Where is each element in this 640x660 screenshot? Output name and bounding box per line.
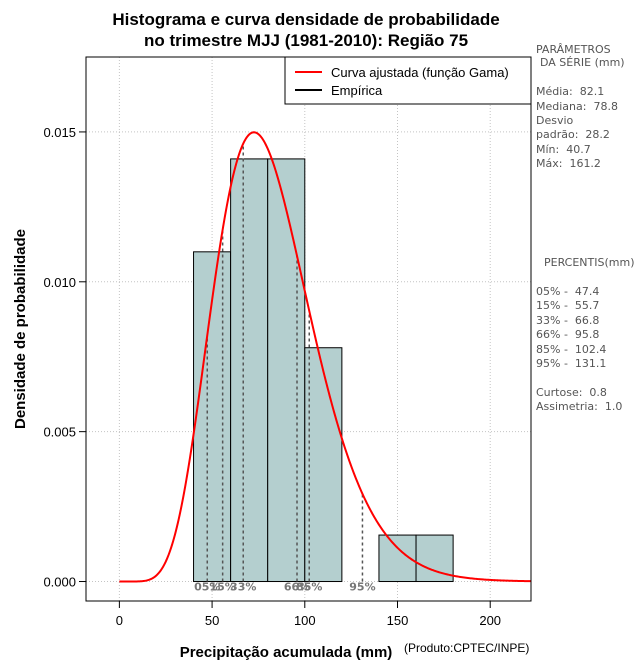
percentile-15: 15% - 55.7 — [536, 299, 600, 312]
legend-label-fit: Curva ajustada (função Gama) — [331, 65, 509, 80]
legend-label-empirical: Empírica — [331, 83, 383, 98]
stat-kurtosis: Curtose: 0.8 — [536, 386, 607, 399]
histogram-bar-1 — [230, 158, 269, 583]
y-tick-label-1: 0.005 — [43, 425, 76, 440]
gamma-fit-curve — [119, 131, 532, 583]
percentile-lines-layer: 05%15%33% 66%85% 95% — [194, 143, 376, 594]
percentile-label-33%: 33% — [230, 581, 256, 594]
params-subheader: DA SÉRIE (mm) — [540, 56, 625, 69]
percentile-85: 85% - 102.4 — [536, 343, 607, 356]
stat-skewness: Assimetria: 1.0 — [536, 400, 623, 413]
x-tick-label-4: 200 — [479, 613, 501, 628]
param-median: Mediana: 78.8 — [536, 100, 618, 113]
histogram-bar-6 — [415, 534, 454, 583]
legend: Curva ajustada (função Gama) Empírica — [284, 56, 532, 105]
percentile-66: 66% - 95.8 — [536, 328, 600, 341]
y-tick-label-0: 0.000 — [43, 575, 76, 590]
chart-title-line2: no trimestre MJJ (1981-2010): Região 75 — [144, 31, 468, 50]
x-tick-label-0: 0 — [116, 613, 123, 628]
y-axis-label: Densidade de probabilidade — [12, 229, 29, 429]
y-axis: 0.000 0.005 0.010 0.015 — [43, 125, 87, 590]
percentile-label-66%: 66% — [284, 581, 310, 594]
x-tick-label-2: 100 — [294, 613, 316, 628]
param-mean: Média: 82.1 — [536, 85, 605, 98]
param-max: Máx: 161.2 — [536, 157, 601, 170]
percentile-33: 33% - 66.8 — [536, 314, 600, 327]
curve-layer — [119, 131, 532, 583]
param-stddev-label: Desvio — [536, 114, 574, 127]
bars-layer — [193, 158, 454, 583]
param-min: Mín: 40.7 — [536, 143, 591, 156]
y-tick-label-3: 0.015 — [43, 125, 76, 140]
x-tick-label-3: 150 — [387, 613, 409, 628]
percentile-label-95%: 95% — [349, 581, 375, 594]
x-axis-label: Precipitação acumulada (mm) — [180, 644, 393, 660]
percentiles-header: PERCENTIS(mm) — [544, 256, 635, 269]
histogram-bar-2 — [267, 158, 306, 583]
chart-title-line1: Histograma e curva densidade de probabil… — [112, 10, 499, 29]
histogram-bar-3 — [304, 347, 343, 583]
x-axis: 0 50 100 150 200 — [116, 600, 501, 628]
x-tick-label-1: 50 — [205, 613, 219, 628]
legend-box — [284, 56, 532, 105]
percentile-label-05%: 05% — [194, 581, 220, 594]
percentile-label-15%: 15% — [209, 581, 235, 594]
percentile-95: 95% - 131.1 — [536, 357, 607, 370]
percentile-label-85%: 85% — [296, 581, 322, 594]
y-tick-label-2: 0.010 — [43, 275, 76, 290]
param-stddev: padrão: 28.2 — [536, 128, 610, 141]
params-header: PARÂMETROS — [536, 43, 611, 56]
credit-label: (Produto:CPTEC/INPE) — [404, 641, 529, 655]
percentile-05: 05% - 47.4 — [536, 285, 600, 298]
